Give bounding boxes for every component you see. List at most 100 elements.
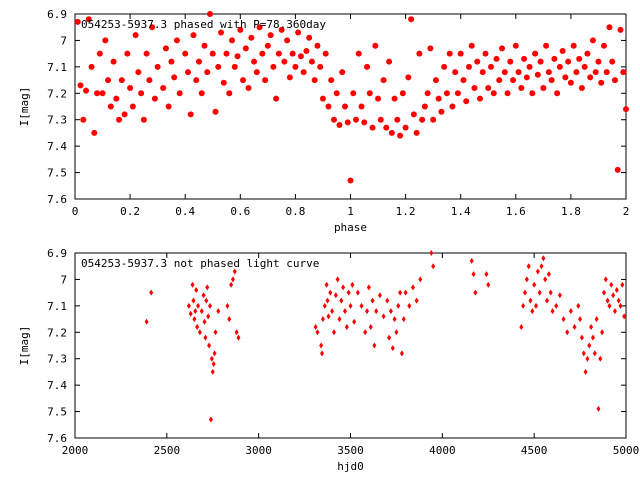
x-tick-label: 0.8 xyxy=(285,205,305,218)
data-point xyxy=(91,129,98,136)
data-point xyxy=(397,132,404,139)
data-point xyxy=(391,95,398,102)
x-tick-label: 0.2 xyxy=(120,205,140,218)
data-point xyxy=(151,95,158,102)
data-point xyxy=(562,74,569,81)
data-point xyxy=(223,50,230,57)
data-point xyxy=(540,85,547,91)
data-point xyxy=(596,405,601,412)
data-point xyxy=(617,26,624,33)
data-point xyxy=(198,90,205,97)
data-point xyxy=(191,297,196,304)
y-tick-label: 7.5 xyxy=(47,406,67,419)
data-point xyxy=(124,50,131,57)
data-point xyxy=(149,24,156,31)
data-point xyxy=(297,53,304,60)
data-point xyxy=(418,276,423,283)
data-point xyxy=(572,324,577,330)
data-point xyxy=(408,16,415,23)
data-point xyxy=(550,308,555,315)
data-point xyxy=(561,316,566,323)
data-point xyxy=(229,37,236,44)
data-point xyxy=(196,302,201,309)
data-point xyxy=(211,361,216,367)
data-point xyxy=(568,308,573,315)
x-tick-label: 1.2 xyxy=(396,205,416,218)
data-point xyxy=(121,111,128,118)
data-point xyxy=(281,58,288,65)
data-point xyxy=(160,85,167,91)
data-point xyxy=(333,90,340,97)
data-point xyxy=(311,77,318,84)
chart-title: 054253-5937.3 phased with P=78.360day xyxy=(81,18,326,31)
data-point xyxy=(532,50,539,57)
data-point xyxy=(381,313,386,320)
data-point xyxy=(337,316,342,323)
plot-frame xyxy=(74,13,627,200)
data-point xyxy=(135,69,142,76)
data-point xyxy=(363,329,368,336)
data-point xyxy=(325,297,330,304)
data-point xyxy=(216,308,221,315)
data-point xyxy=(479,69,486,76)
data-point xyxy=(366,90,373,97)
data-point xyxy=(176,90,183,97)
data-point xyxy=(270,63,277,70)
data-point xyxy=(234,329,239,336)
data-point xyxy=(226,90,233,97)
data-point xyxy=(336,122,343,128)
data-point xyxy=(585,355,590,362)
data-point xyxy=(204,69,211,76)
data-point xyxy=(193,77,200,84)
data-point xyxy=(421,103,428,110)
y-tick-label: 7 xyxy=(60,34,67,47)
data-point xyxy=(529,90,536,97)
data-point xyxy=(350,281,355,288)
data-point xyxy=(205,284,210,291)
y-tick-label: 6.9 xyxy=(47,8,67,21)
data-point xyxy=(74,18,81,25)
data-point xyxy=(372,342,377,349)
data-point xyxy=(319,95,326,102)
x-tick-label: 2500 xyxy=(154,444,181,457)
data-point xyxy=(427,45,434,52)
data-point xyxy=(320,316,325,323)
data-point xyxy=(584,50,591,57)
data-point xyxy=(441,63,448,70)
data-point xyxy=(581,350,586,357)
data-point xyxy=(94,90,101,97)
data-point xyxy=(262,77,269,84)
data-point xyxy=(186,302,191,309)
data-point xyxy=(308,58,315,65)
data-point xyxy=(275,50,282,57)
y-axis-label: I[mag] xyxy=(18,326,31,366)
data-point xyxy=(488,63,495,70)
data-point xyxy=(510,77,517,84)
data-point xyxy=(218,29,225,36)
data-point xyxy=(469,257,474,264)
data-point xyxy=(576,302,581,309)
y-tick-label: 7.4 xyxy=(47,140,67,153)
data-point xyxy=(578,85,585,91)
data-point xyxy=(215,63,222,70)
data-point xyxy=(523,74,530,81)
data-point xyxy=(410,284,415,291)
data-point xyxy=(212,108,219,115)
data-point xyxy=(539,263,544,270)
data-point xyxy=(187,111,194,118)
data-point xyxy=(300,69,307,76)
data-point xyxy=(471,85,478,91)
y-tick-label: 7.2 xyxy=(47,326,67,339)
data-point xyxy=(556,63,563,70)
data-point xyxy=(519,324,524,330)
data-point xyxy=(465,63,472,70)
data-point xyxy=(507,58,514,65)
data-point xyxy=(521,302,526,309)
data-point xyxy=(225,302,230,309)
data-point xyxy=(468,42,475,49)
data-point xyxy=(192,316,197,323)
data-point xyxy=(190,281,195,288)
data-point xyxy=(355,289,360,296)
data-point xyxy=(289,50,296,57)
